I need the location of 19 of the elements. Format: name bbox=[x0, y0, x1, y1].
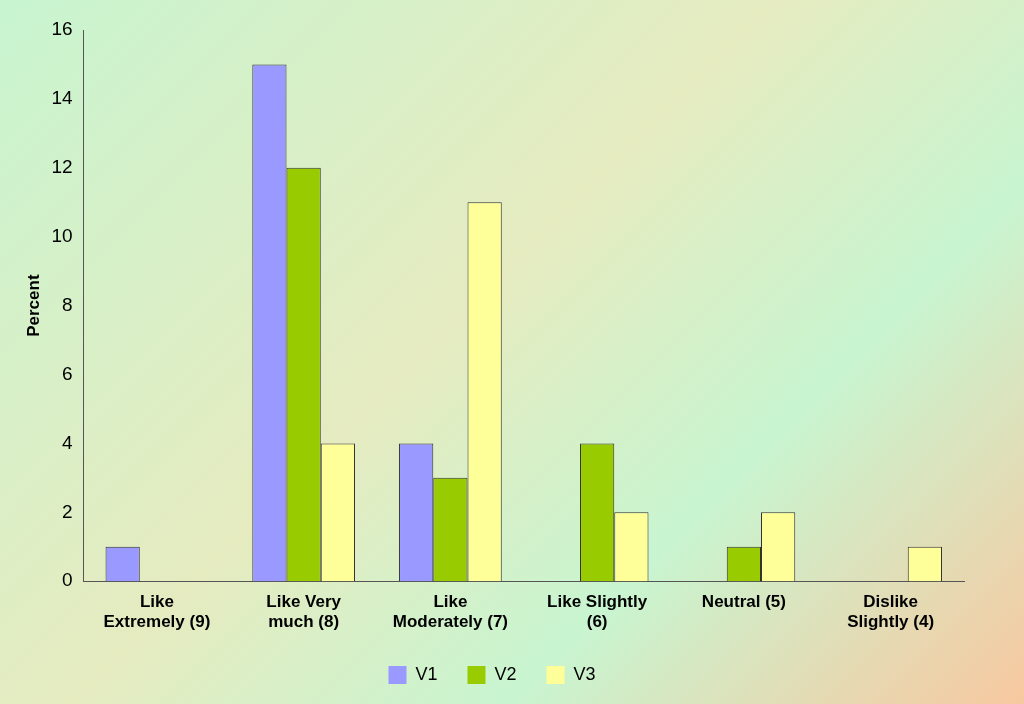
y-tick-label: 6 bbox=[61, 362, 73, 384]
legend-label: V1 bbox=[415, 663, 438, 684]
y-axis-title: Percent bbox=[23, 274, 43, 337]
x-tick-label: Dislike Slightly (4) bbox=[847, 592, 935, 632]
x-tick-label: Like Slightly (6) bbox=[547, 592, 648, 632]
y-tick-label: 0 bbox=[61, 569, 73, 591]
legend-label: V2 bbox=[494, 663, 517, 684]
y-tick-label: 14 bbox=[51, 87, 73, 109]
y-tick-label: 2 bbox=[61, 500, 73, 522]
y-tick-label: 16 bbox=[51, 18, 73, 40]
y-tick-label: 8 bbox=[61, 293, 73, 315]
x-tick-label: Like Moderately (7) bbox=[392, 592, 509, 632]
y-tick-label: 12 bbox=[51, 156, 73, 178]
x-tick-label: Like Extremely (9) bbox=[103, 592, 211, 632]
x-tick-label: Like Very much (8) bbox=[266, 592, 342, 632]
y-tick-label: 10 bbox=[51, 224, 73, 246]
y-tick-label: 4 bbox=[61, 431, 73, 453]
legend-label: V3 bbox=[573, 663, 596, 684]
x-tick-label: Neutral (5) bbox=[701, 592, 786, 612]
